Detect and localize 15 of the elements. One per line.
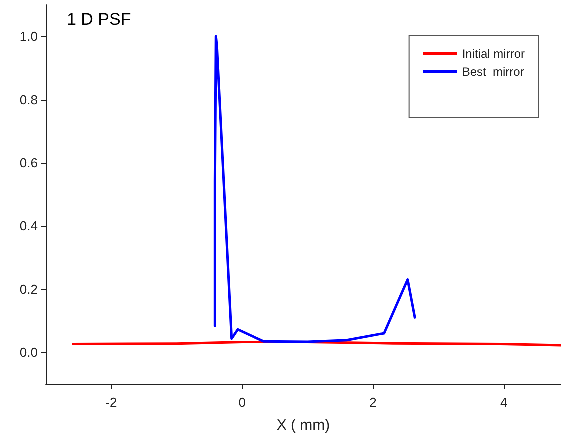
y-tick-label: 0.8 [20, 92, 38, 108]
y-tick-label: 0.6 [20, 155, 38, 170]
x-axis-title: X ( mm) [276, 417, 330, 434]
x-tick-label: -2 [106, 395, 118, 410]
x-tick-label: 4 [500, 395, 508, 410]
x-tick-label: 2 [370, 395, 377, 410]
chart-title: 1 D PSF [67, 10, 132, 29]
y-tick-label: 0.0 [20, 344, 38, 360]
y-tick-label: 0.2 [20, 282, 38, 297]
y-tick-label: 1.0 [20, 29, 38, 44]
legend-label: Initial mirror [462, 47, 526, 61]
line-series [214, 35, 416, 344]
legend-label: Best mirror [462, 65, 524, 79]
x-tick-label: 0 [238, 395, 246, 410]
y-tick-label: 0.4 [20, 218, 38, 234]
